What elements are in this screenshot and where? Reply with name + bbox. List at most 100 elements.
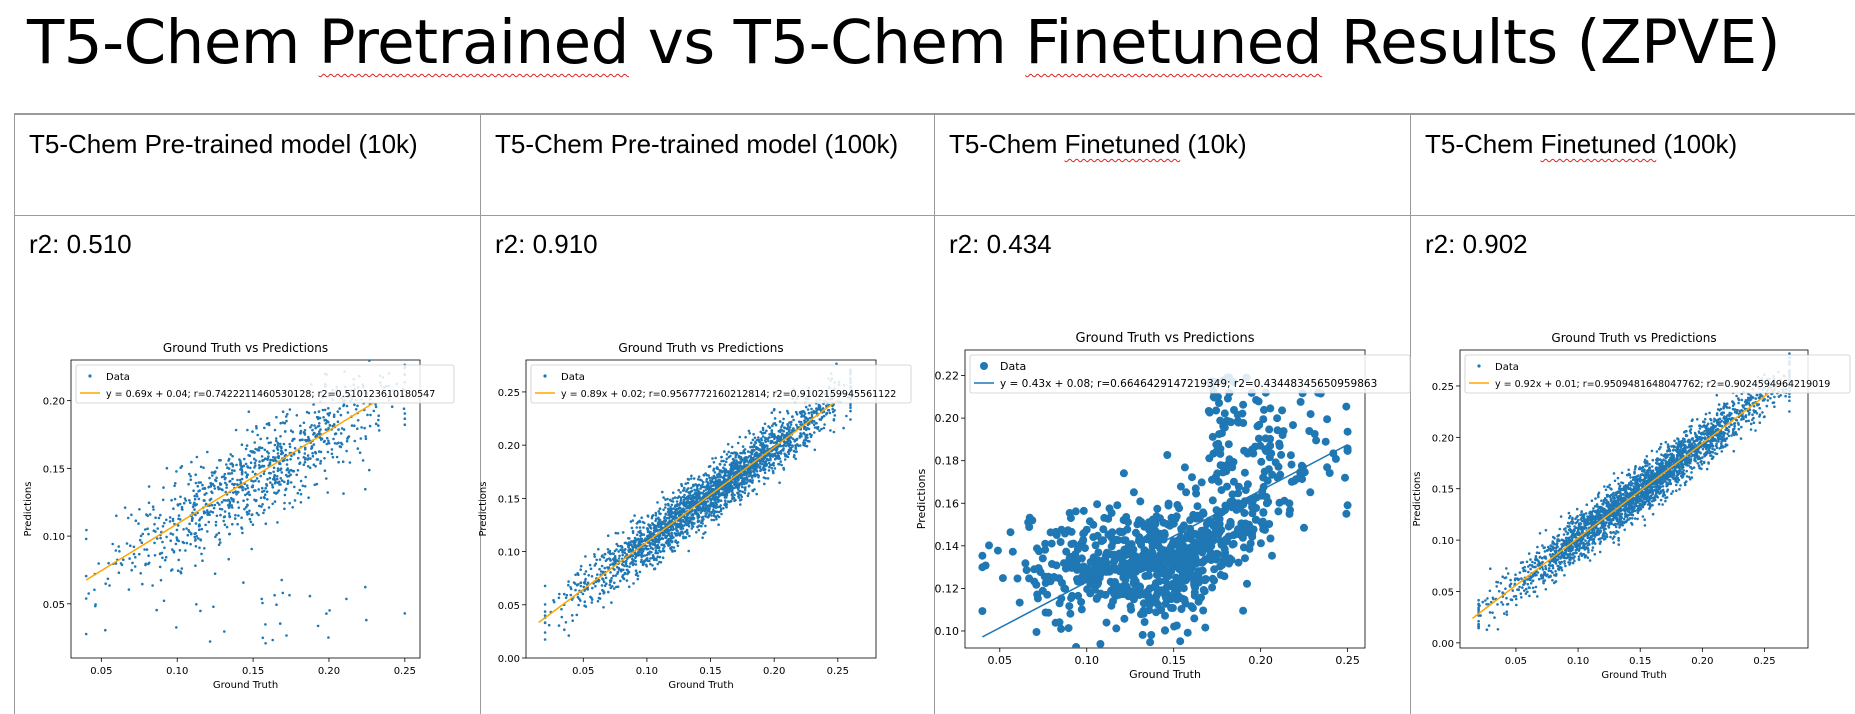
- data-point: [1161, 612, 1169, 620]
- data-point: [183, 542, 186, 545]
- data-point: [705, 515, 708, 518]
- data-point: [808, 412, 811, 415]
- data-point: [337, 420, 340, 423]
- data-point: [274, 500, 277, 503]
- data-point: [1265, 425, 1273, 433]
- data-point: [601, 565, 604, 568]
- data-point: [365, 619, 368, 622]
- data-point: [258, 467, 261, 470]
- data-point: [580, 565, 583, 568]
- data-point: [328, 414, 331, 417]
- data-point: [772, 422, 775, 425]
- data-point: [583, 573, 586, 576]
- data-point: [657, 546, 660, 549]
- data-point: [675, 529, 678, 532]
- data-point: [1100, 556, 1108, 564]
- data-point: [283, 508, 286, 511]
- data-point: [771, 463, 774, 466]
- data-point: [751, 481, 754, 484]
- data-point: [698, 493, 701, 496]
- data-point: [638, 520, 641, 523]
- data-point: [638, 553, 641, 556]
- data-point: [338, 407, 341, 410]
- data-point: [810, 434, 813, 437]
- data-point: [1039, 587, 1047, 595]
- data-point: [669, 529, 672, 532]
- data-point: [144, 564, 147, 567]
- data-point: [700, 511, 703, 514]
- data-point: [849, 418, 852, 421]
- data-point: [195, 522, 198, 525]
- data-point: [1300, 524, 1308, 532]
- data-point: [734, 456, 737, 459]
- data-point: [760, 469, 763, 472]
- data-point: [265, 522, 268, 525]
- data-point: [764, 437, 767, 440]
- data-point: [697, 497, 700, 500]
- data-point: [324, 469, 327, 472]
- data-point: [261, 455, 264, 458]
- data-point: [692, 497, 695, 500]
- data-point: [731, 486, 734, 489]
- data-point: [243, 508, 246, 511]
- data-point: [404, 423, 407, 426]
- data-point: [735, 471, 738, 474]
- data-point: [177, 569, 180, 572]
- data-point: [252, 523, 255, 526]
- x-tick-label: 0.20: [318, 666, 340, 677]
- legend-marker: [980, 362, 988, 370]
- data-point: [353, 424, 356, 427]
- data-point: [690, 475, 693, 478]
- data-point: [304, 485, 307, 488]
- data-point: [139, 572, 142, 575]
- data-point: [585, 570, 588, 573]
- data-point: [223, 630, 226, 633]
- data-point: [217, 486, 220, 489]
- data-point: [1196, 559, 1204, 567]
- data-point: [626, 573, 629, 576]
- data-point: [642, 549, 645, 552]
- data-point: [118, 550, 121, 553]
- data-point: [763, 483, 766, 486]
- data-point: [302, 485, 305, 488]
- data-point: [655, 549, 658, 552]
- data-point: [745, 482, 748, 485]
- data-point: [299, 439, 302, 442]
- data-point: [630, 540, 633, 543]
- data-point: [240, 516, 243, 519]
- data-point: [561, 616, 564, 619]
- data-point: [746, 471, 749, 474]
- data-point: [680, 531, 683, 534]
- data-point: [691, 527, 694, 530]
- data-point: [144, 528, 147, 531]
- data-point: [1180, 521, 1188, 529]
- data-point: [148, 502, 151, 505]
- data-point: [1559, 528, 1562, 531]
- data-point: [544, 621, 547, 624]
- data-point: [184, 497, 187, 500]
- data-point: [301, 438, 304, 441]
- data-point: [670, 532, 673, 535]
- data-point: [128, 588, 131, 591]
- data-point: [657, 526, 660, 529]
- data-point: [570, 594, 573, 597]
- data-point: [686, 496, 689, 499]
- data-point: [281, 471, 284, 474]
- data-point: [1033, 628, 1041, 636]
- data-point: [759, 462, 762, 465]
- data-point: [279, 435, 282, 438]
- data-point: [1041, 546, 1049, 554]
- data-point: [210, 510, 213, 513]
- data-point: [190, 533, 193, 536]
- data-point: [115, 515, 118, 518]
- data-point: [117, 545, 120, 548]
- data-point: [709, 482, 712, 485]
- data-point: [739, 436, 742, 439]
- data-point: [621, 554, 624, 557]
- data-point: [1617, 477, 1620, 480]
- data-point: [772, 453, 775, 456]
- data-point: [803, 428, 806, 431]
- data-point: [603, 581, 606, 584]
- data-point: [666, 498, 669, 501]
